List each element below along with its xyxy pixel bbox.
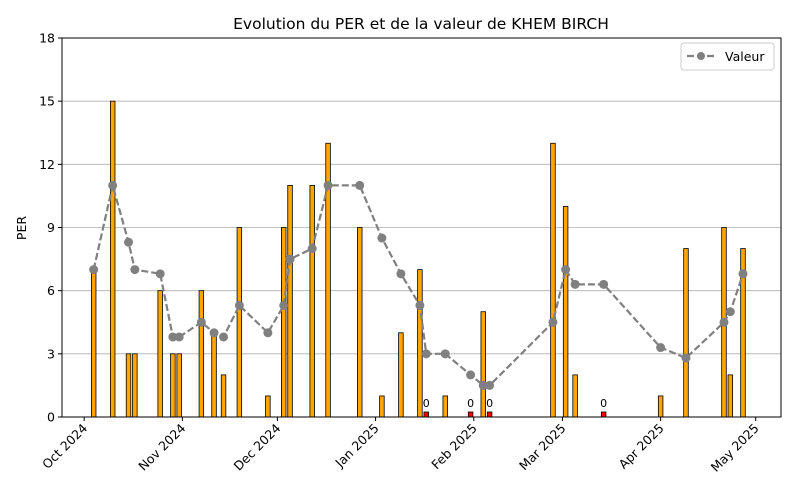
zero-bar-label: 0 xyxy=(423,397,430,410)
value-point xyxy=(168,332,178,342)
x-tick-label: Oct 2024 xyxy=(39,420,90,471)
legend-box xyxy=(680,42,775,71)
value-point xyxy=(485,380,495,390)
x-tick-label: May 2025 xyxy=(708,421,762,475)
bar xyxy=(281,227,287,418)
value-point xyxy=(108,180,118,190)
bar xyxy=(265,395,271,418)
bar xyxy=(683,248,689,418)
value-point xyxy=(174,332,184,342)
x-tick-label: Jan 2025 xyxy=(331,421,381,471)
zero-bar-label: 0 xyxy=(486,397,493,410)
value-point xyxy=(719,317,729,327)
y-tick-label: 12 xyxy=(39,157,55,172)
value-point xyxy=(323,180,333,190)
value-point xyxy=(279,300,289,310)
bar xyxy=(398,332,404,418)
bar-zero xyxy=(600,411,607,418)
value-point xyxy=(377,233,387,243)
x-tick-label: Apr 2025 xyxy=(616,421,667,472)
value-point xyxy=(725,307,735,317)
bar xyxy=(157,290,163,418)
bar xyxy=(90,269,97,418)
x-tick-label: Nov 2024 xyxy=(135,420,188,473)
grid xyxy=(62,100,781,355)
bar xyxy=(309,184,315,418)
value-point xyxy=(548,317,558,327)
bar xyxy=(132,353,138,418)
x-axis: Oct 2024 Nov 2024 Dec 2024 Jan 2025 Feb 2025… xyxy=(39,417,762,475)
value-point xyxy=(738,269,748,279)
bars xyxy=(90,100,746,418)
bar xyxy=(562,206,569,418)
zero-bar-label: 0 xyxy=(600,397,607,410)
bar xyxy=(176,353,182,418)
bar-zero xyxy=(423,411,429,418)
value-point xyxy=(209,328,219,338)
bar-zero xyxy=(467,411,474,418)
bar xyxy=(417,269,423,418)
value-point xyxy=(681,353,691,363)
x-tick-label: Feb 2025 xyxy=(428,421,480,473)
value-point xyxy=(440,349,450,359)
chart-title: Evolution du PER et de la valeur de KHEM… xyxy=(233,15,609,33)
value-point xyxy=(599,279,609,289)
value-point xyxy=(421,349,431,359)
value-point xyxy=(570,279,580,289)
value-point xyxy=(234,300,244,310)
value-point xyxy=(478,380,488,390)
value-point xyxy=(355,180,365,190)
zero-bar-label: 0 xyxy=(467,397,474,410)
bar xyxy=(442,395,448,418)
x-tick-label: Dec 2024 xyxy=(230,420,283,473)
value-point xyxy=(307,244,317,254)
value-point xyxy=(285,254,295,264)
value-point xyxy=(561,265,571,275)
bar xyxy=(109,100,116,418)
bar xyxy=(572,374,578,418)
x-tick-label: Mar 2025 xyxy=(516,421,569,474)
legend: Valeur xyxy=(680,42,775,71)
y-tick-label: 6 xyxy=(47,283,55,298)
value-line xyxy=(89,180,748,390)
bar xyxy=(379,395,385,418)
value-point xyxy=(263,328,273,338)
value-point xyxy=(124,237,134,247)
y-tick-label: 9 xyxy=(47,220,55,235)
value-point xyxy=(196,317,206,327)
value-point xyxy=(396,269,406,279)
value-point xyxy=(219,332,229,342)
value-point xyxy=(130,265,140,275)
bar-zero xyxy=(486,411,493,418)
legend-label: Valeur xyxy=(725,49,765,64)
bar xyxy=(170,353,176,418)
value-point xyxy=(415,300,425,310)
value-point xyxy=(656,343,666,353)
y-tick-label: 3 xyxy=(47,346,55,361)
y-tick-label: 18 xyxy=(39,31,55,46)
bar xyxy=(220,374,227,418)
bar xyxy=(287,184,293,418)
bar xyxy=(550,142,556,418)
value-point xyxy=(155,269,165,279)
y-tick-label: 0 xyxy=(47,410,55,425)
y-axis: 0 3 6 9 12 15 18 xyxy=(39,31,62,425)
bar xyxy=(657,395,664,418)
value-point xyxy=(89,265,99,275)
value-point xyxy=(466,370,476,380)
legend-marker-swatch xyxy=(697,52,705,60)
bar xyxy=(125,353,132,418)
y-axis-label: PER xyxy=(14,216,29,240)
bar xyxy=(236,227,243,418)
y-tick-label: 15 xyxy=(39,94,55,109)
bar xyxy=(198,290,205,418)
bar xyxy=(480,311,486,418)
bar xyxy=(727,374,734,418)
bar xyxy=(357,227,363,418)
bar xyxy=(211,332,217,418)
